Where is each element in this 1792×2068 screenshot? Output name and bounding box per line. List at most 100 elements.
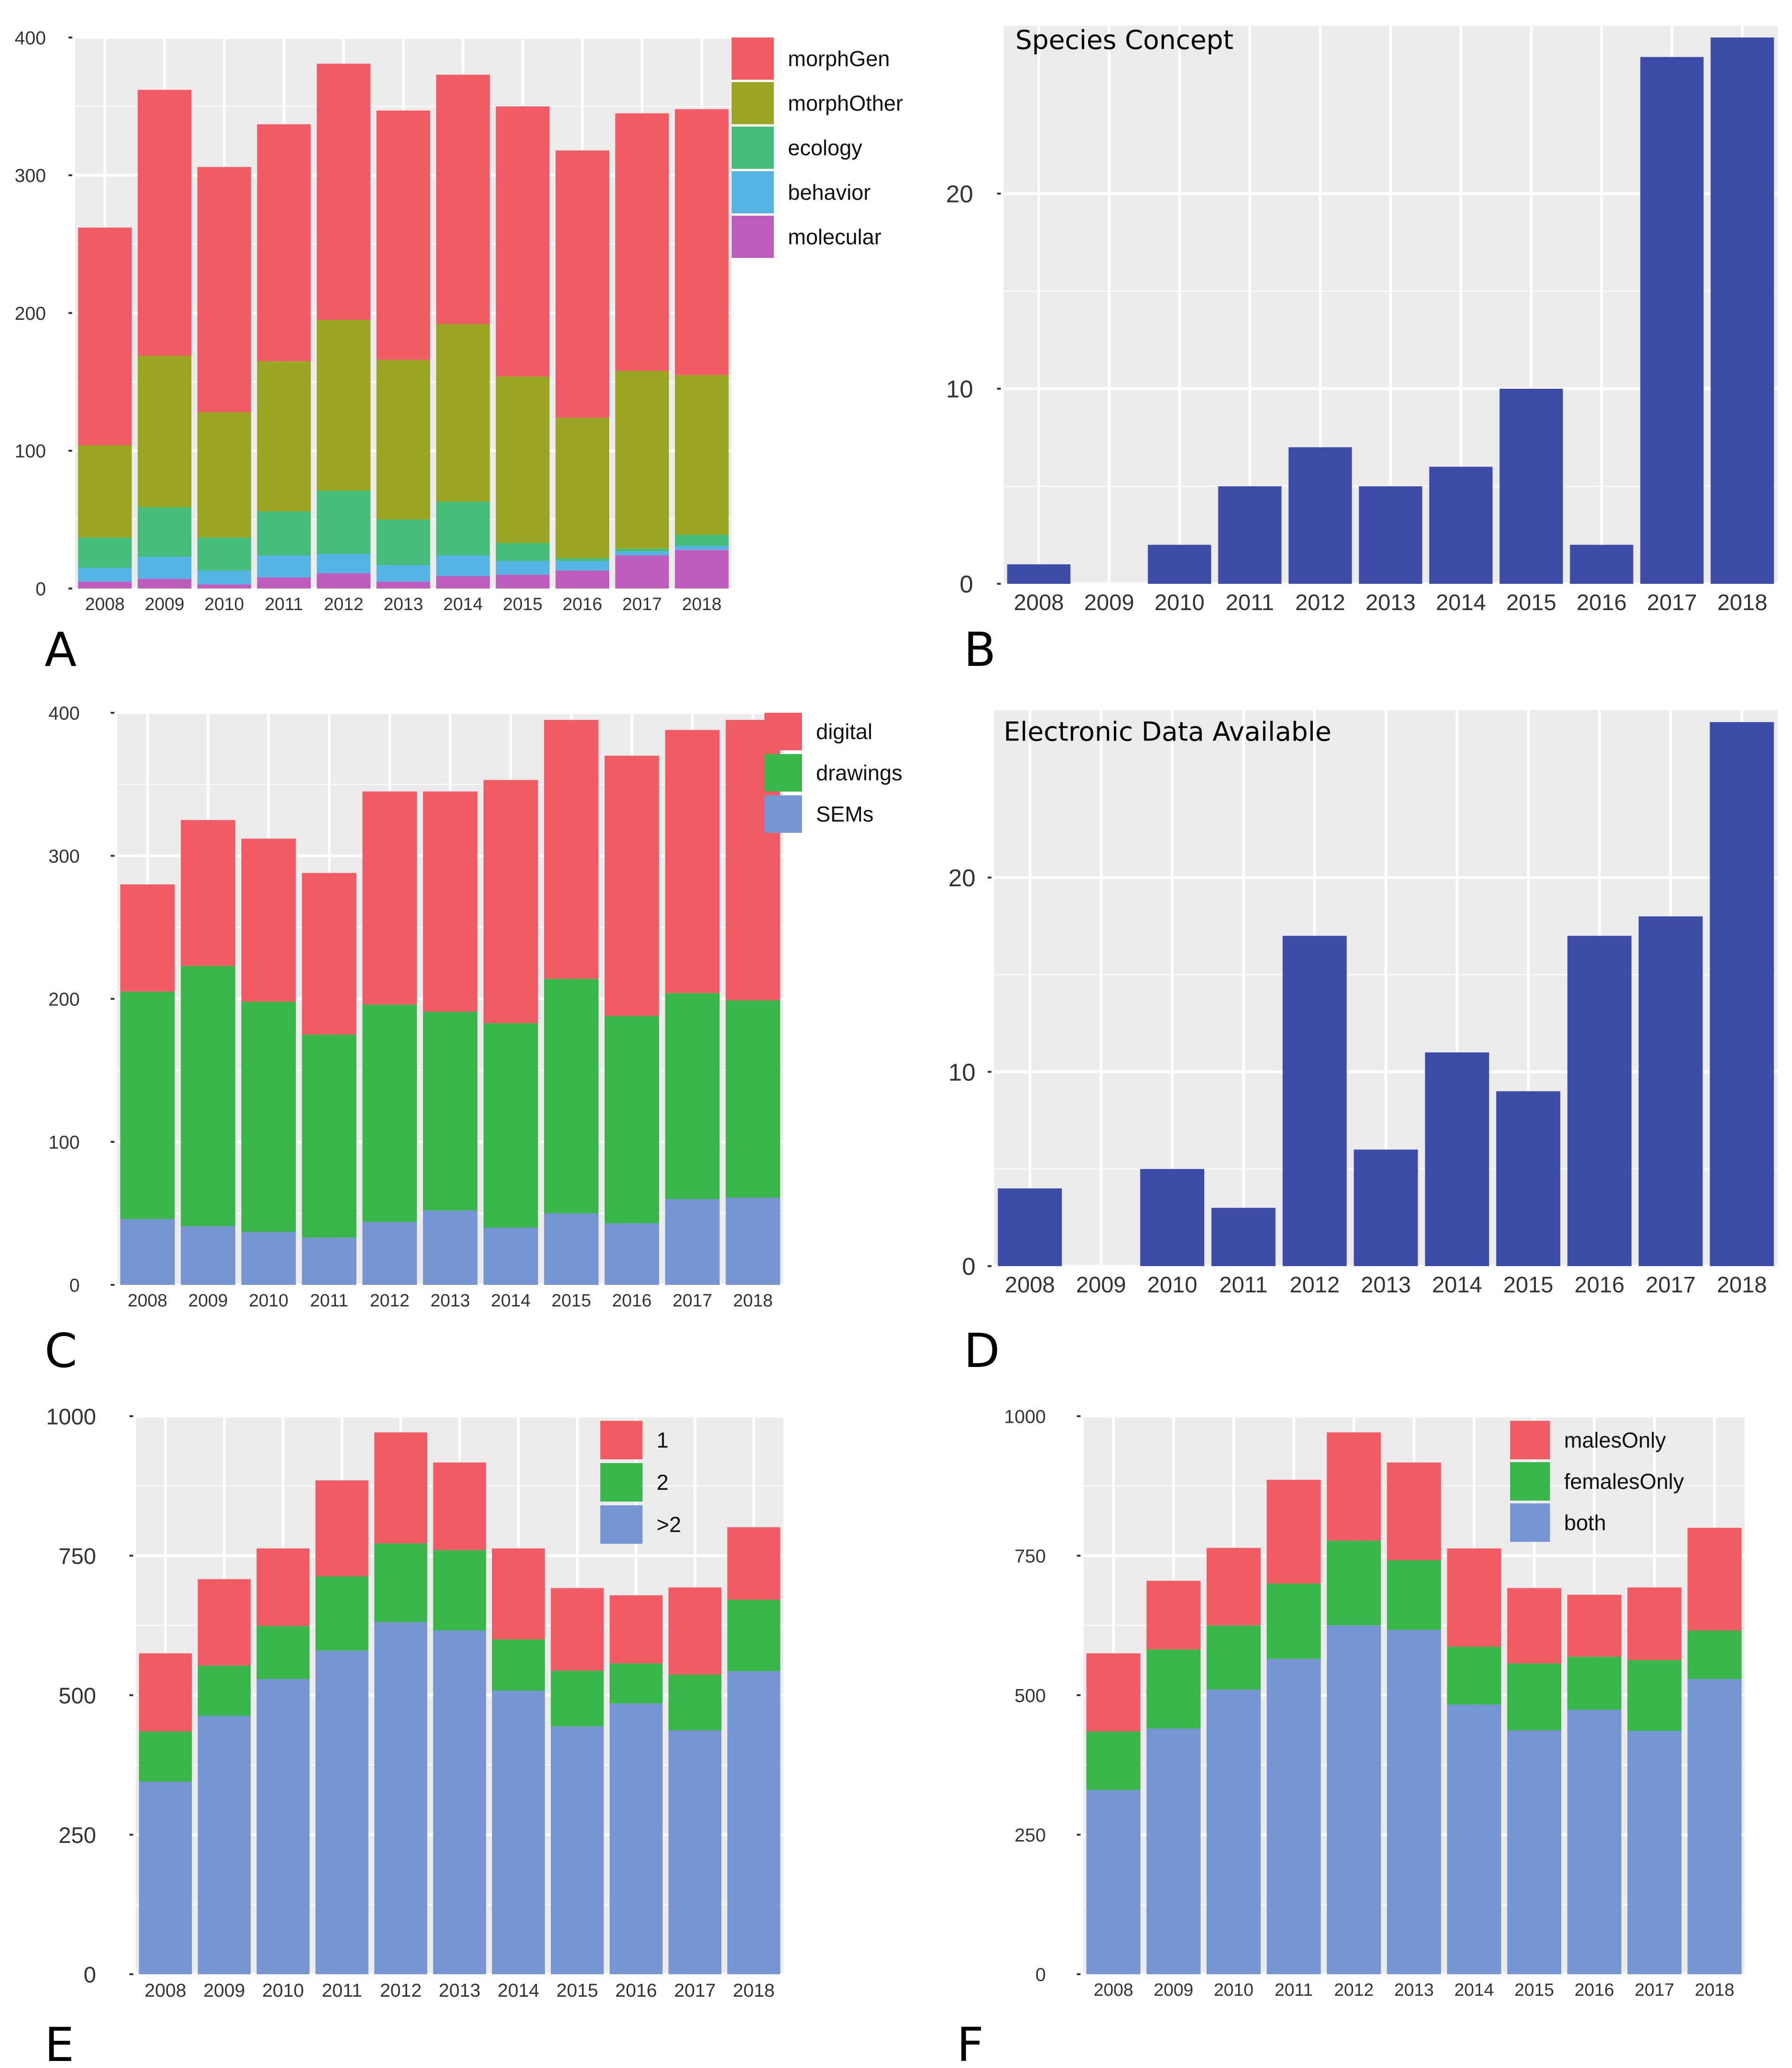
bar-1-2013 [433,1462,486,1550]
y-tick-label: 400 [48,703,80,724]
x-tick-label: 2008 [1005,1273,1055,1298]
bar-ecology-2015 [496,543,550,561]
legend: digital drawings SEMs [764,713,902,833]
panel-letter: A [45,622,76,677]
y-tick-label: 0 [69,1275,80,1296]
bar-SpeciesConcept-2013 [1359,486,1422,584]
bar-morphGen-2014 [436,75,490,324]
x-tick-label: 2009 [1154,1980,1194,2000]
bar-both-2012 [1327,1625,1381,1974]
bar-digital-2011 [302,873,356,1035]
panel-letter: D [964,1323,1000,1378]
y-tick-label: 10 [946,376,973,403]
x-tick-label: 2016 [1577,590,1627,615]
legend-label: femalesOnly [1564,1469,1684,1494]
bar-femalesOnly-2008 [1086,1731,1141,1790]
bar-ElectronicDataAvailable-2008 [998,1188,1062,1266]
x-tick-label: 2014 [1436,590,1486,615]
bar-behavior-2014 [436,555,490,576]
bar-morphOther-2014 [436,324,490,502]
bar-SEMs-2018 [726,1197,780,1285]
y-tick-label: 200 [15,303,46,324]
panel-letter: C [45,1323,77,1378]
bar-ElectronicDataAvailable-2018 [1709,722,1774,1266]
bar-drawings-2018 [726,1000,780,1198]
bar-ecology-2014 [436,501,490,556]
bar-malesOnly-2013 [1387,1462,1441,1561]
bar-morphOther-2016 [555,417,610,559]
bar-SpeciesConcept-2012 [1288,447,1352,584]
bar-femalesOnly-2015 [1507,1663,1562,1730]
bar-SEMs-2014 [484,1228,538,1285]
x-tick-label: 2013 [1366,590,1416,615]
bar-molecular-2018 [675,550,729,589]
x-tick-label: 2017 [1647,590,1697,615]
bar-1-2009 [197,1579,251,1666]
y-tick-label: 100 [48,1132,80,1153]
bar-2-2011 [315,1650,369,1974]
bar-ecology-2013 [376,520,431,566]
chart-panel-f: 0 250 500 750 1000 2008 2009 2010 2011 2012 2013 20… [957,1406,1745,2068]
legend-label: SEMs [816,802,874,826]
legend: malesOnly femalesOnly both [1510,1421,1684,1542]
bar-both-2011 [1266,1659,1321,1974]
y-tick-label: 750 [59,1544,96,1569]
bar-SEMs-2009 [181,1226,235,1285]
x-tick-label: 2014 [1432,1273,1482,1298]
bar-behavior-2018 [675,545,729,550]
bar-femalesOnly-2018 [1687,1630,1742,1679]
panel-letter: F [957,2017,984,2068]
bar-digital-2014 [484,780,538,1023]
legend-label: digital [816,719,872,744]
y-tick-label: 20 [946,181,973,208]
bar-1-2015 [551,1588,604,1671]
bar-ecology-2011 [257,511,311,556]
bar-behavior-2017 [615,551,669,556]
chart-panel-d: 0 10 20 2008 2009 2010 2011 2012 2013 2014 2015 201… [948,710,1777,1378]
x-tick-label: 2016 [612,1291,652,1311]
bar-digital-2013 [423,791,478,1012]
legend-label: malesOnly [1564,1428,1666,1452]
x-tick-label: 2008 [144,1980,186,2001]
bar-2-2012 [374,1543,427,1623]
bar-SEMs-2013 [423,1210,478,1285]
bar-2-2015 [551,1670,604,1727]
bar-molecular-2015 [496,574,550,589]
bar-molecular-2009 [137,579,192,589]
bar-femalesOnly-2012 [1327,1540,1381,1626]
chart-title: Electronic Data Available [1004,717,1331,747]
x-tick-label: 2016 [1574,1980,1614,2000]
bar-femalesOnly-2017 [1627,1660,1682,1731]
bar-morphOther-2013 [376,360,431,520]
bar-malesOnly-2017 [1627,1587,1682,1660]
bar-both-2015 [1507,1730,1562,1974]
bar-morphOther-2009 [137,355,192,507]
bar-morphOther-2008 [78,445,132,538]
bar-both-2013 [1387,1630,1441,1974]
legend-swatch [1510,1421,1550,1459]
bar-malesOnly-2011 [1266,1479,1321,1584]
bar-2-2008 [139,1781,192,1974]
legend-label: 2 [657,1470,669,1494]
legend-swatch [764,795,802,833]
bar-1-2012 [374,1432,427,1544]
bar-2-2016 [609,1663,663,1704]
y-tick-label: 500 [1014,1685,1046,1706]
bar-SpeciesConcept-2010 [1148,544,1211,584]
x-tick-label: 2013 [384,595,423,614]
legend-label: ecology [788,136,862,160]
bar-SEMs-2008 [120,1219,175,1285]
y-tick-label: 1000 [46,1404,96,1429]
legend: morphGen morphOther ecology behavior molecul… [732,38,903,258]
bar-molecular-2010 [197,584,251,589]
x-tick-label: 2015 [1506,590,1557,615]
x-tick-label: 2015 [556,1980,598,2001]
bar-2-2017 [668,1730,722,1974]
bar-2-2008 [139,1731,192,1782]
legend-swatch [764,713,802,750]
bar-ecology-2016 [555,558,610,561]
legend-label: drawings [816,761,902,785]
bar-drawings-2014 [484,1023,538,1228]
x-tick-label: 2018 [1717,590,1768,615]
